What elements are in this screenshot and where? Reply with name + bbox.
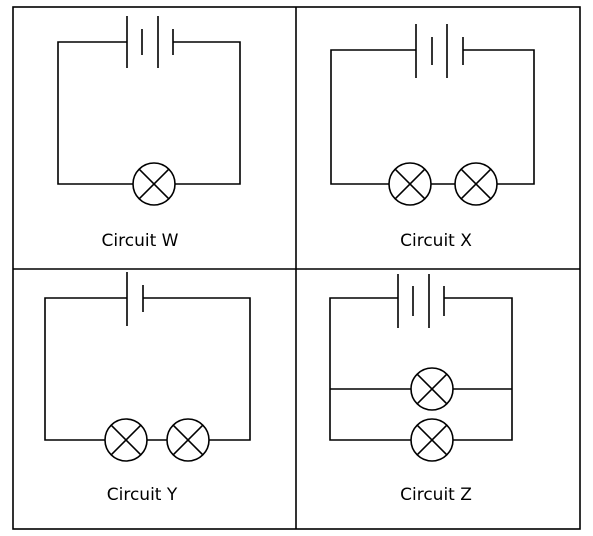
lamp-cross — [416, 373, 448, 405]
circuit-z-lamp-1 — [410, 367, 454, 411]
circuit-x-wire — [330, 49, 535, 185]
circuit-z — [329, 274, 513, 462]
circuit-y-lamp-2 — [166, 418, 210, 462]
circuit-w-label: Circuit W — [101, 231, 179, 251]
circuit-z-battery — [397, 274, 445, 328]
circuit-x-lamp-1 — [388, 162, 432, 206]
circuit-z-lamp-2 — [410, 418, 454, 462]
lamp-cross — [416, 424, 448, 456]
circuit-w-lamp — [132, 162, 176, 206]
circuit-y-label: Circuit Y — [106, 485, 178, 505]
lamp-cross — [394, 168, 426, 200]
circuit-y-lamp-1 — [104, 418, 148, 462]
circuit-y-battery — [126, 272, 144, 326]
circuit-y-wire — [44, 297, 251, 441]
lamp-cross — [110, 424, 142, 456]
circuit-z-label: Circuit Z — [400, 485, 472, 505]
lamp-cross — [138, 168, 170, 200]
circuit-w-wire — [57, 41, 241, 185]
circuit-x-battery — [415, 24, 464, 78]
circuit-w — [57, 16, 241, 206]
circuit-x-lamp-2 — [454, 162, 498, 206]
circuit-x-label: Circuit X — [400, 231, 472, 251]
lamp-cross — [172, 424, 204, 456]
circuit-y — [44, 272, 251, 462]
circuit-x — [330, 24, 535, 206]
circuit-w-battery — [126, 16, 174, 68]
circuit-z-wire — [329, 297, 513, 441]
lamp-cross — [460, 168, 492, 200]
